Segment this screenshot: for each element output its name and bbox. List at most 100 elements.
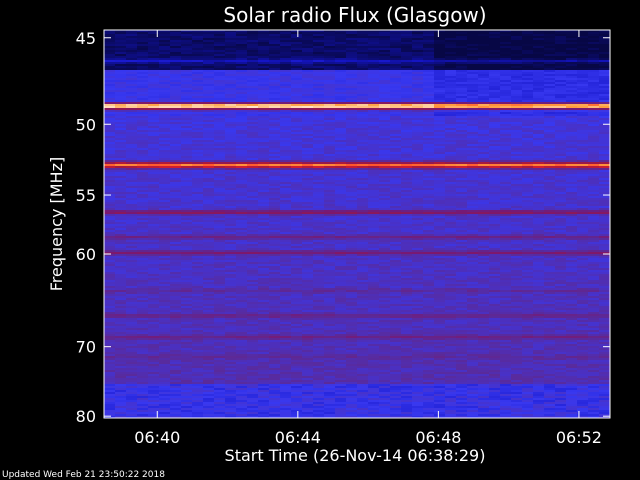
heatmap-cell bbox=[346, 74, 358, 77]
heatmap-cell bbox=[357, 76, 369, 79]
heatmap-cell bbox=[368, 44, 380, 47]
heatmap-cell bbox=[324, 42, 336, 45]
heatmap-cell bbox=[390, 78, 402, 81]
heatmap-cell bbox=[291, 44, 303, 47]
heatmap-cell bbox=[577, 74, 589, 77]
heatmap-cell bbox=[390, 30, 402, 33]
heatmap-cell bbox=[357, 54, 369, 57]
heatmap-cell bbox=[577, 30, 589, 33]
heatmap-cell bbox=[489, 46, 501, 49]
heatmap-cell bbox=[522, 52, 534, 55]
heatmap-cell bbox=[489, 50, 501, 53]
heatmap-cell bbox=[214, 72, 226, 75]
heatmap-cell bbox=[368, 60, 380, 63]
heatmap-cell bbox=[412, 74, 424, 77]
heatmap-cell bbox=[335, 66, 347, 69]
heatmap-cell bbox=[280, 76, 292, 79]
heatmap-cell bbox=[159, 34, 171, 37]
heatmap-cell bbox=[588, 36, 600, 39]
heatmap-cell bbox=[302, 54, 314, 57]
heatmap-cell bbox=[390, 62, 402, 65]
heatmap-cell bbox=[434, 74, 446, 77]
heatmap-cell bbox=[412, 34, 424, 37]
heatmap-cell bbox=[302, 36, 314, 39]
heatmap-cell bbox=[357, 74, 369, 77]
heatmap-cell bbox=[346, 36, 358, 39]
heatmap-cell bbox=[445, 68, 457, 71]
heatmap-cell bbox=[181, 46, 193, 49]
heatmap-cell bbox=[566, 36, 578, 39]
heatmap-cell bbox=[390, 46, 402, 49]
heatmap-cell bbox=[247, 36, 259, 39]
heatmap-cell bbox=[599, 78, 610, 81]
heatmap-cell bbox=[555, 66, 567, 69]
heatmap-cell bbox=[588, 80, 600, 83]
heatmap-cell bbox=[599, 58, 610, 61]
heatmap-cell bbox=[522, 60, 534, 63]
heatmap-cell bbox=[313, 50, 325, 53]
heatmap-cell bbox=[522, 50, 534, 53]
heatmap-cell bbox=[390, 56, 402, 59]
heatmap-cell bbox=[181, 56, 193, 59]
heatmap-cell bbox=[203, 66, 215, 69]
heatmap-cell bbox=[500, 48, 512, 51]
heatmap-cell bbox=[115, 56, 127, 59]
heatmap-cell bbox=[533, 70, 545, 73]
heatmap-cell bbox=[126, 80, 138, 83]
heatmap-cell bbox=[137, 72, 149, 75]
heatmap-cell bbox=[159, 62, 171, 65]
heatmap-cell bbox=[456, 70, 468, 73]
heatmap-cell bbox=[390, 66, 402, 69]
heatmap-cell bbox=[170, 46, 182, 49]
heatmap-cell bbox=[500, 50, 512, 53]
heatmap-cell bbox=[104, 60, 116, 63]
heatmap-cell bbox=[511, 46, 523, 49]
heatmap-cell bbox=[302, 34, 314, 37]
heatmap-cell bbox=[181, 44, 193, 47]
heatmap-cell bbox=[577, 54, 589, 57]
heatmap-cell bbox=[247, 72, 259, 75]
heatmap-cell bbox=[478, 70, 490, 73]
heatmap-cell bbox=[357, 34, 369, 37]
heatmap-cell bbox=[115, 76, 127, 79]
heatmap-cell bbox=[324, 32, 336, 35]
heatmap-cell bbox=[181, 36, 193, 39]
heatmap-cell bbox=[159, 72, 171, 75]
heatmap-cell bbox=[258, 72, 270, 75]
heatmap-cell bbox=[291, 74, 303, 77]
heatmap-cell bbox=[522, 36, 534, 39]
heatmap-cell bbox=[489, 30, 501, 33]
heatmap-cell bbox=[566, 56, 578, 59]
heatmap-cell bbox=[181, 60, 193, 63]
heatmap-cell bbox=[203, 34, 215, 37]
heatmap-cell bbox=[577, 72, 589, 75]
heatmap-cell bbox=[170, 42, 182, 45]
heatmap-cell bbox=[236, 72, 248, 75]
heatmap-cell bbox=[258, 42, 270, 45]
heatmap-cell bbox=[335, 60, 347, 63]
heatmap-cell bbox=[533, 66, 545, 69]
heatmap-cell bbox=[137, 42, 149, 45]
heatmap-cell bbox=[599, 56, 610, 59]
heatmap-cell bbox=[236, 46, 248, 49]
heatmap-cell bbox=[181, 66, 193, 69]
heatmap-cell bbox=[467, 44, 479, 47]
heatmap-cell bbox=[566, 34, 578, 37]
heatmap-cell bbox=[192, 72, 204, 75]
heatmap-cell bbox=[291, 68, 303, 71]
heatmap-cell bbox=[324, 30, 336, 33]
heatmap-cell bbox=[489, 80, 501, 83]
heatmap-cell bbox=[324, 54, 336, 57]
heatmap-cell bbox=[412, 68, 424, 71]
heatmap-cell bbox=[236, 40, 248, 43]
heatmap-cell bbox=[225, 56, 237, 59]
heatmap-cell bbox=[588, 72, 600, 75]
heatmap-cell bbox=[489, 58, 501, 61]
heatmap-cell bbox=[412, 40, 424, 43]
heatmap-cell bbox=[401, 62, 413, 65]
heatmap-cell bbox=[302, 70, 314, 73]
heatmap-cell bbox=[401, 74, 413, 77]
heatmap-cell bbox=[170, 74, 182, 77]
heatmap-cell bbox=[335, 44, 347, 47]
heatmap-cell bbox=[533, 76, 545, 79]
